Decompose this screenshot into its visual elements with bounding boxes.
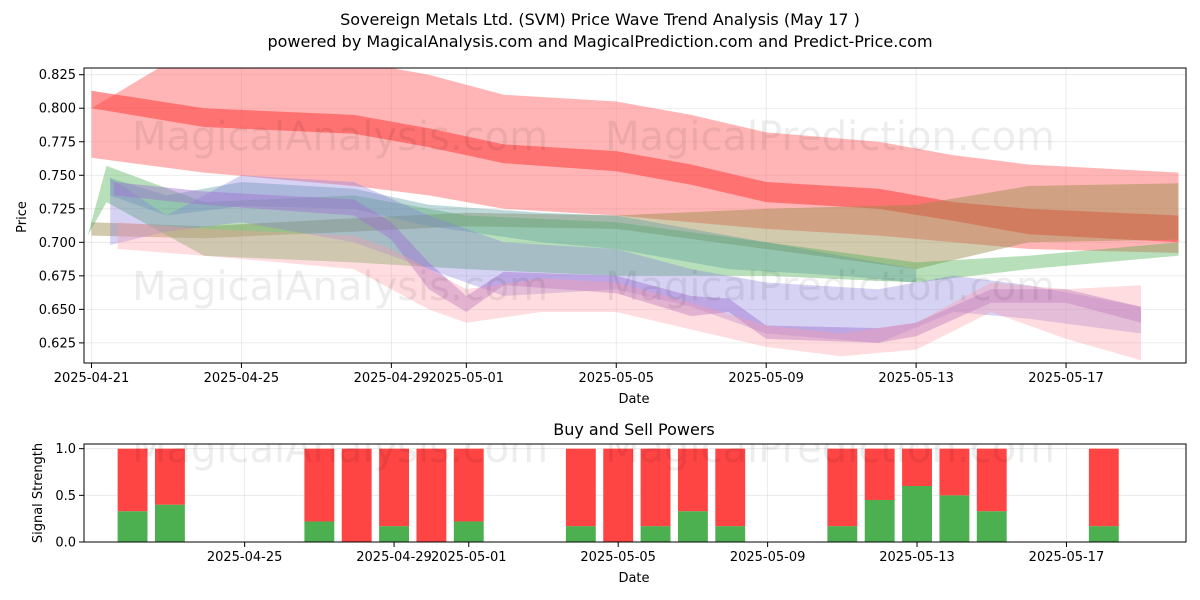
buy-bar <box>677 511 708 542</box>
buy-bar <box>640 526 671 542</box>
x-tick-label: 2025-05-09 <box>728 371 804 386</box>
wave-band-green-band <box>87 165 1179 283</box>
x-tick-label: 2025-05-13 <box>878 371 954 386</box>
y-tick-label: 0.800 <box>39 102 76 117</box>
buy-bar <box>1088 526 1119 542</box>
y-tick-label: 0.650 <box>39 303 76 318</box>
buy-bar <box>976 511 1007 542</box>
x-tick-label: 2025-04-25 <box>204 371 280 386</box>
y-tick-label: 0.700 <box>39 236 76 251</box>
wave-band-pink-band <box>117 222 1141 361</box>
watermark-text: MagicalAnalysis.com <box>132 264 548 310</box>
wave-band-violet-band <box>114 182 1141 343</box>
y-tick-label: 0.750 <box>39 169 76 184</box>
sell-bar <box>341 448 372 542</box>
sell-bar <box>117 448 148 512</box>
sell-bar <box>902 448 932 486</box>
x-tick-label: 2025-04-25 <box>207 550 283 565</box>
sell-bar <box>976 448 1007 512</box>
watermark-text: MagicalPrediction.com <box>605 114 1055 160</box>
plot-frame <box>83 443 1187 543</box>
y-tick-label: 0.0 <box>55 536 76 551</box>
plot-body: MagicalAnalysis.com MagicalPrediction.com <box>117 426 1119 542</box>
sell-bar <box>565 448 596 527</box>
wave-band-teal-band <box>110 178 917 283</box>
y-tick-label: 1.0 <box>55 442 76 457</box>
buy-bar <box>715 526 746 542</box>
plot-frame <box>83 67 1187 364</box>
plot-body: MagicalAnalysis.com MagicalPrediction.com… <box>87 68 1179 361</box>
signal-panel: MagicalAnalysis.com MagicalPrediction.com… <box>55 426 1187 565</box>
y-axis-label-price: Price <box>15 201 30 233</box>
x-tick-label: 2025-05-17 <box>1028 371 1104 386</box>
watermark-text: MagicalAnalysis.com <box>132 114 548 160</box>
y-tick-label: 0.5 <box>55 489 76 504</box>
buy-bar <box>864 500 895 542</box>
watermark-text: MagicalPrediction.com <box>605 264 1055 310</box>
buy-bar <box>154 504 185 542</box>
x-tick-label: 2025-04-29 <box>354 371 430 386</box>
buy-bar <box>939 495 970 542</box>
wave-band-blue-band <box>110 175 1142 343</box>
sell-bar <box>640 448 671 527</box>
buy-bar <box>379 526 409 542</box>
y-tick-label: 0.675 <box>39 269 76 284</box>
sell-bar <box>827 448 858 527</box>
sell-bar <box>939 448 970 496</box>
sell-bar <box>304 448 335 522</box>
buy-bar <box>453 521 484 542</box>
sell-bar <box>864 448 895 500</box>
sell-bar <box>154 448 185 505</box>
x-tick-label: 2025-05-09 <box>730 550 806 565</box>
sell-bar <box>715 448 746 527</box>
wave-band-red-core-band <box>91 90 1179 243</box>
x-axis-label-price: Date <box>618 392 649 407</box>
watermark-text: MagicalAnalysis.com <box>132 426 548 472</box>
y-tick-label: 0.775 <box>39 135 76 150</box>
buy-bar <box>565 526 596 542</box>
subplot-title-buy-sell: Buy and Sell Powers <box>553 420 715 439</box>
x-tick-label: 2025-04-29 <box>356 550 432 565</box>
sell-bar <box>379 448 409 527</box>
x-tick-label: 2025-05-13 <box>879 550 955 565</box>
y-axis-label-signal: Signal Strength <box>31 443 46 543</box>
buy-bar <box>117 511 148 542</box>
watermark-text: MagicalPrediction.com <box>605 426 1055 472</box>
x-axis-label-signal: Date <box>618 571 649 586</box>
x-tick-label: 2025-04-21 <box>54 371 130 386</box>
buy-bar <box>304 521 335 542</box>
chart-subtitle: powered by MagicalAnalysis.com and Magic… <box>267 32 932 51</box>
sell-bar <box>416 448 447 542</box>
x-tick-label: 2025-05-05 <box>578 371 654 386</box>
y-tick-label: 0.725 <box>39 202 76 217</box>
y-tick-label: 0.825 <box>39 68 76 83</box>
buy-bar <box>902 486 932 542</box>
y-tick-label: 0.625 <box>39 336 76 351</box>
sell-bar <box>1088 448 1119 527</box>
x-tick-label: 2025-05-05 <box>580 550 656 565</box>
sell-bar <box>603 448 634 542</box>
x-tick-label: 2025-05-01 <box>429 371 505 386</box>
x-tick-label: 2025-05-17 <box>1029 550 1105 565</box>
chart-title: Sovereign Metals Ltd. (SVM) Price Wave T… <box>340 10 860 29</box>
buy-bar <box>827 526 858 542</box>
sell-bar <box>453 448 484 522</box>
wave-band-olive-band <box>91 183 1179 270</box>
x-tick-label: 2025-05-01 <box>431 550 507 565</box>
sell-bar <box>677 448 708 512</box>
price-panel: MagicalAnalysis.com MagicalPrediction.com… <box>39 67 1187 386</box>
